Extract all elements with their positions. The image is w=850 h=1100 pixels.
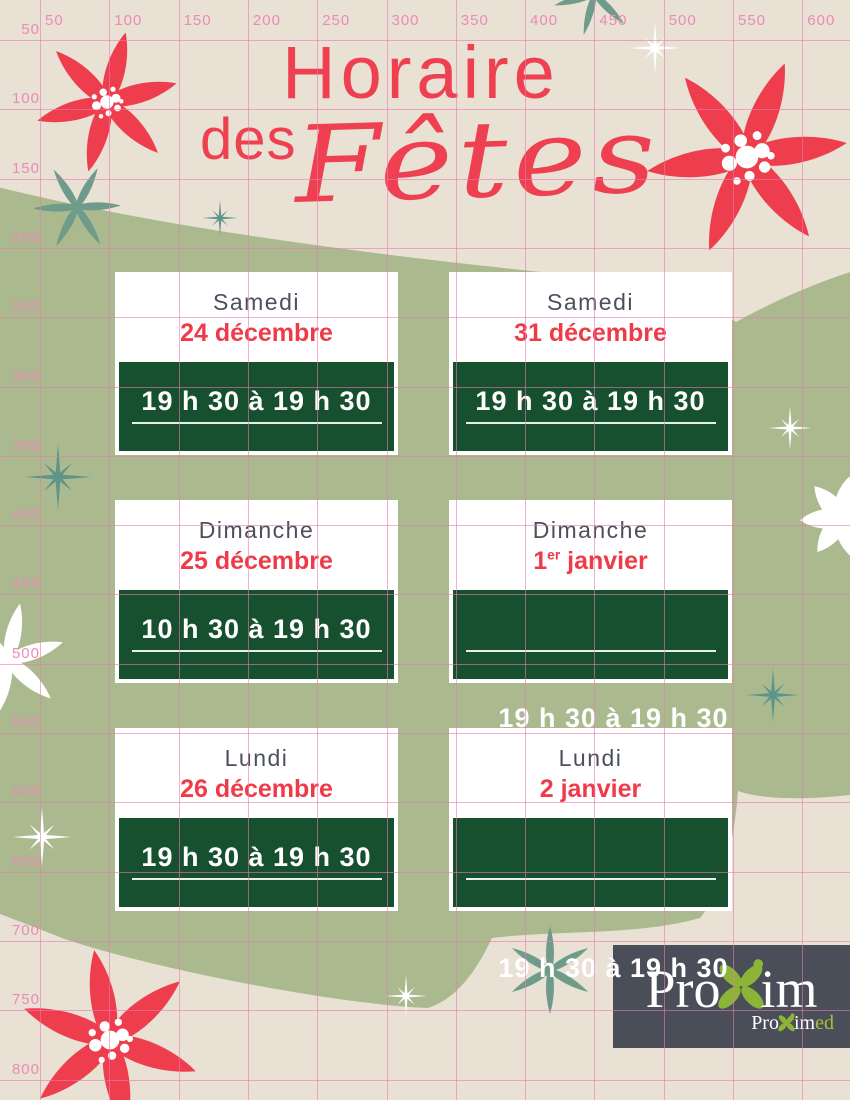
- hours-text: 19 h 30 à 19 h 30: [141, 842, 372, 872]
- day-label: Samedi: [547, 289, 634, 315]
- hours-text: 10 h 30 à 19 h 30: [141, 614, 372, 644]
- day-label: Lundi: [224, 745, 289, 771]
- schedule-card: Lundi 26 décembre 19 h 30 à 19 h 30: [115, 728, 398, 911]
- date-label: 1er janvier: [533, 547, 648, 575]
- hours-band: 10 h 30 à 19 h 30: [119, 590, 394, 679]
- date-label: 24 décembre: [180, 319, 333, 347]
- white-flower-icon: [792, 469, 850, 567]
- overflow-hours: 19 h 30 à 19 h 30: [498, 953, 729, 983]
- sparkle-icon: [768, 406, 812, 450]
- sub-text-im: im: [793, 1012, 816, 1034]
- poinsettia-icon: [15, 945, 205, 1100]
- schedule-card: Lundi 2 janvier: [449, 728, 732, 911]
- hours-text: 19 h 30 à 19 h 30: [475, 386, 706, 416]
- hours-band: 19 h 30 à 19 h 30: [119, 818, 394, 907]
- sub-text-pro: Pro: [751, 1012, 779, 1034]
- hours-underline: [465, 422, 716, 424]
- date-label: 2 janvier: [539, 775, 642, 803]
- teal-flower-icon: [27, 157, 127, 257]
- schedule-card: Samedi 24 décembre 19 h 30 à 19 h 30: [115, 272, 398, 455]
- day-label: Dimanche: [198, 517, 315, 543]
- proxim-logo: Pro im Pro im ed: [613, 945, 850, 1048]
- schedule-card: Dimanche 25 décembre 10 h 30 à 19 h 30: [115, 500, 398, 683]
- sparkle-icon: [12, 807, 72, 867]
- proximed-subbrand: Pro im ed: [751, 1012, 834, 1035]
- title-fetes: Fêtes: [291, 93, 663, 227]
- day-label: Lundi: [558, 745, 623, 771]
- hours-band: 19 h 30 à 19 h 30: [119, 362, 394, 451]
- day-label: Samedi: [213, 289, 300, 315]
- sub-text-ed: ed: [815, 1012, 834, 1034]
- title-des: des: [200, 107, 297, 172]
- hours-underline: [131, 650, 382, 652]
- sparkle-icon: [24, 443, 92, 511]
- proximed-x-icon: [778, 1012, 795, 1031]
- hours-band-empty: [453, 590, 728, 679]
- hours-text: 19 h 30 à 19 h 30: [141, 386, 372, 416]
- hours-underline: [131, 422, 382, 424]
- date-label: 31 décembre: [514, 319, 667, 347]
- hours-underline: [465, 650, 716, 652]
- sparkle-icon: [201, 199, 239, 237]
- white-flower-icon: [0, 600, 68, 720]
- hours-underline: [131, 878, 382, 880]
- date-label: 26 décembre: [180, 775, 333, 803]
- sparkle-icon: [385, 975, 427, 1017]
- hours-underline: [465, 878, 716, 880]
- brand-text-im: im: [760, 959, 818, 1019]
- schedule-card: Samedi 31 décembre 19 h 30 à 19 h 30: [449, 272, 732, 455]
- title-horaire: Horaire: [282, 31, 560, 114]
- brand-text-pro: Pro: [645, 959, 721, 1019]
- proxim-brand: Pro im: [613, 957, 850, 1021]
- day-label: Dimanche: [532, 517, 649, 543]
- schedule-card: Dimanche 1er janvier: [449, 500, 732, 683]
- overflow-hours: 19 h 30 à 19 h 30: [498, 703, 729, 733]
- hours-band-empty: [453, 818, 728, 907]
- hours-band: 19 h 30 à 19 h 30: [453, 362, 728, 451]
- proxim-x-icon: [717, 959, 764, 1009]
- date-label: 25 décembre: [180, 547, 333, 575]
